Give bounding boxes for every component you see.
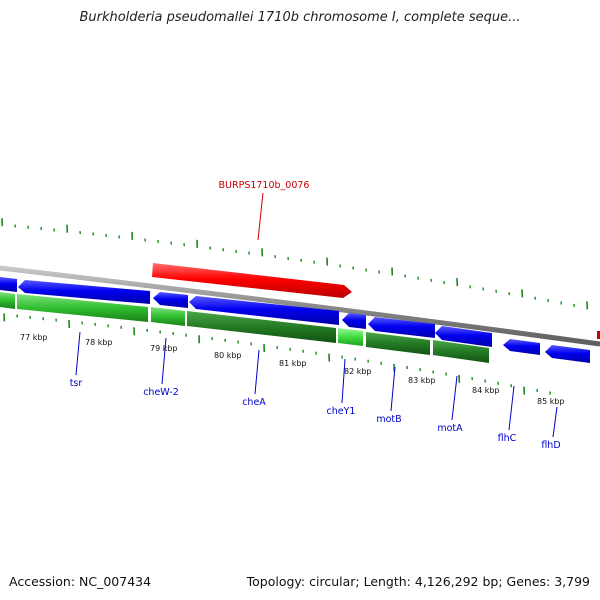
gene-callout-line-chea bbox=[254, 349, 260, 395]
tick-track-top bbox=[1, 218, 589, 310]
cds-segment-4[interactable] bbox=[187, 311, 336, 343]
gene-callout-line-mota bbox=[451, 375, 458, 421]
gene-callouts: tsr cheW-2 cheA cheY1 motB motA flhC flh… bbox=[70, 331, 561, 451]
gene-label-tsr[interactable]: tsr bbox=[70, 378, 83, 389]
feature-callout-label[interactable]: BURPS1710b_0076 bbox=[219, 180, 310, 191]
gene-label-flhd[interactable]: flhD bbox=[541, 440, 560, 451]
gene-label-chea[interactable]: cheA bbox=[242, 397, 266, 408]
kbp-label: 80 kbp bbox=[214, 351, 242, 360]
gene-arrow-flhc[interactable] bbox=[503, 339, 540, 355]
gene-label-chew-2[interactable]: cheW-2 bbox=[143, 387, 179, 398]
gene-arrow-chea[interactable] bbox=[189, 296, 339, 325]
feature-burps1710b-0076[interactable] bbox=[152, 263, 352, 298]
gene-arrow-tsr-partial[interactable] bbox=[0, 277, 17, 292]
kbp-label: 84 kbp bbox=[472, 386, 500, 395]
tick-track-bottom bbox=[3, 313, 551, 395]
sequence-backbone bbox=[0, 265, 600, 347]
gene-callout-line-chew-2 bbox=[161, 337, 167, 385]
feature-callout: BURPS1710b_0076 bbox=[219, 180, 310, 241]
sequence-title: Burkholderia pseudomallei 1710b chromoso… bbox=[79, 10, 521, 25]
gene-arrow-chey1[interactable] bbox=[342, 313, 366, 329]
kbp-label: 77 kbp bbox=[20, 333, 48, 342]
gene-label-chey1[interactable]: cheY1 bbox=[327, 406, 356, 417]
gene-callout-line-chey1 bbox=[341, 358, 346, 404]
gene-label-motb[interactable]: motB bbox=[376, 414, 401, 425]
kbp-label: 79 kbp bbox=[150, 344, 178, 353]
kbp-label: 82 kbp bbox=[344, 367, 372, 376]
gene-arrow-mota[interactable] bbox=[435, 326, 492, 347]
feature-edge-mark bbox=[597, 331, 600, 339]
gene-callout-line-flhc bbox=[508, 385, 515, 431]
cds-segment-7[interactable] bbox=[433, 340, 489, 363]
cds-track bbox=[0, 292, 489, 363]
gene-callout-line-tsr bbox=[75, 331, 81, 376]
kbp-label: 83 kbp bbox=[408, 376, 436, 385]
cds-segment-2[interactable] bbox=[17, 294, 148, 322]
kbp-scale: 77 kbp 78 kbp 79 kbp 80 kbp 81 kbp 82 kb… bbox=[20, 333, 565, 406]
kbp-label: 78 kbp bbox=[85, 338, 113, 347]
cds-segment-6[interactable] bbox=[366, 332, 430, 355]
gene-track bbox=[0, 277, 590, 363]
gene-callout-line-motb bbox=[390, 366, 396, 412]
kbp-label: 81 kbp bbox=[279, 359, 307, 368]
accession-label: Accession: NC_007434 bbox=[9, 574, 152, 589]
kbp-label: 85 kbp bbox=[537, 397, 565, 406]
gene-arrow-motb[interactable] bbox=[368, 317, 435, 338]
gene-arrow-chew-2[interactable] bbox=[153, 292, 188, 308]
gene-label-mota[interactable]: motA bbox=[437, 423, 463, 434]
gene-callout-line-flhd bbox=[552, 406, 558, 438]
feature-callout-line bbox=[257, 192, 264, 241]
topology-label: Topology: circular; Length: 4,126,292 bp… bbox=[246, 574, 590, 589]
cds-segment-3[interactable] bbox=[151, 307, 185, 326]
cds-segment-1[interactable] bbox=[0, 292, 15, 309]
gene-arrow-flhd[interactable] bbox=[545, 345, 590, 363]
cds-segment-5[interactable] bbox=[338, 328, 363, 346]
gene-arrow-tsr[interactable] bbox=[18, 280, 150, 304]
gene-label-flhc[interactable]: flhC bbox=[498, 433, 517, 444]
